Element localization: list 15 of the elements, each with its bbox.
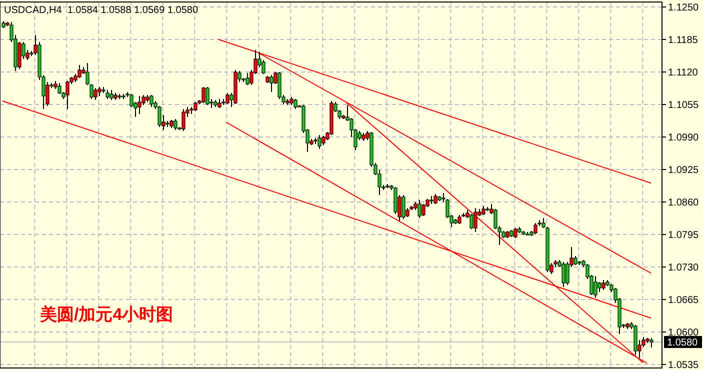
y-tick-label: 1.0665 — [668, 295, 700, 306]
chart-title: USDCAD,H4 1.0584 1.0588 1.0569 1.0580 — [4, 5, 198, 16]
y-tick-label: 1.0535 — [668, 360, 700, 370]
y-tick-label: 1.1185 — [668, 35, 698, 46]
y-tick-label: 1.1055 — [668, 100, 700, 111]
ref-line-label: 1.0580 — [667, 338, 698, 348]
y-tick-label: 1.1250 — [668, 2, 700, 14]
y-tick-label: 1.1120 — [668, 68, 698, 78]
y-tick-label: 1.0730 — [668, 262, 700, 274]
y-tick-label: 1.0600 — [668, 328, 700, 338]
y-tick-label: 1.0860 — [668, 198, 700, 208]
annotation: 美圆/加元4小时图 — [39, 305, 174, 324]
y-tick-label: 1.0795 — [668, 230, 700, 241]
y-tick-label: 1.0925 — [668, 165, 700, 176]
y-tick-label: 1.0990 — [668, 132, 700, 144]
